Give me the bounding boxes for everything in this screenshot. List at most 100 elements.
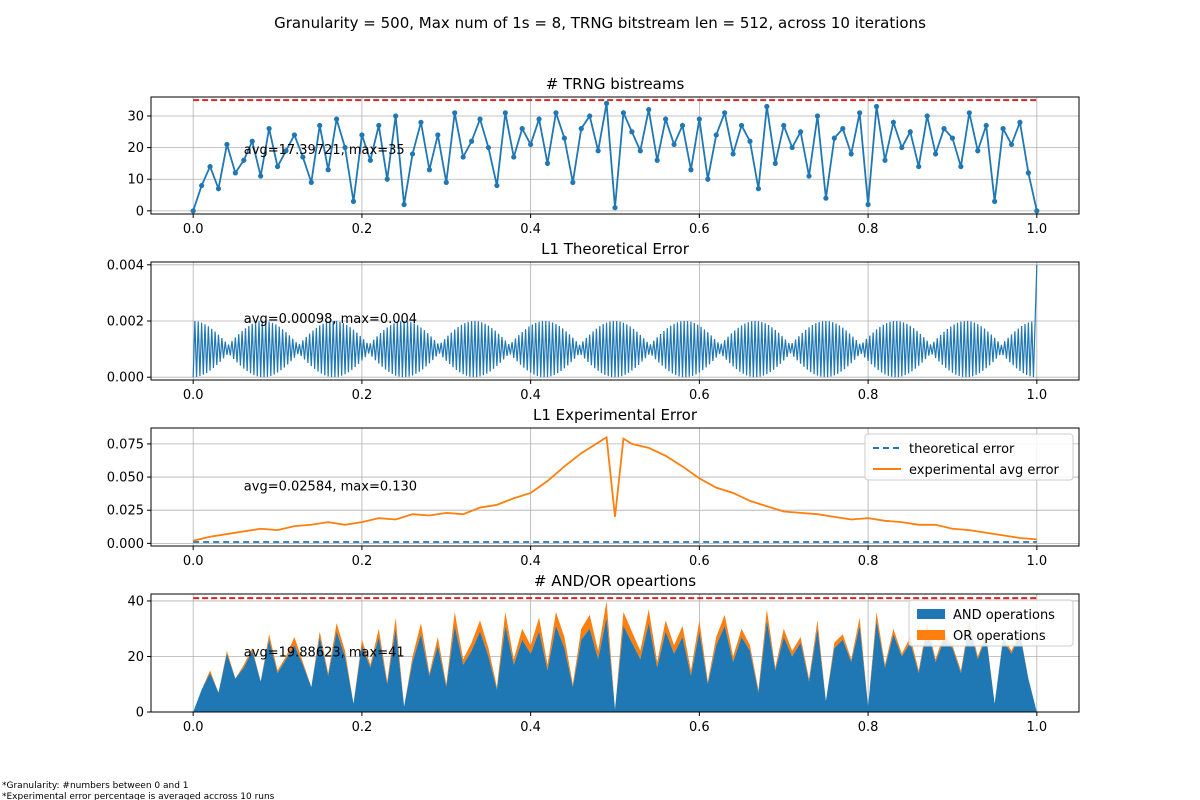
data-point	[477, 116, 483, 122]
data-point	[646, 107, 652, 113]
x-tick-label: 0.0	[183, 554, 204, 569]
data-point	[1025, 170, 1031, 176]
legend-entry: theoretical error	[909, 442, 1015, 457]
x-tick-label: 0.2	[352, 554, 373, 569]
data-point	[283, 148, 289, 154]
y-tick-label: 40	[127, 594, 144, 609]
subplot-panels: # TRNG bistreams 0.0 0.2 0.4 0.6 0.8 1.0 0 10 20 3…	[107, 75, 1080, 735]
subplot-1: # TRNG bistreams 0.0 0.2 0.4 0.6 0.8 1.0 0 10 20 3…	[127, 75, 1080, 237]
x-tick-label: 0.6	[689, 554, 710, 569]
data-point	[620, 110, 627, 116]
data-point	[274, 163, 281, 170]
data-point	[308, 179, 314, 185]
series-theoretical-error	[192, 264, 1038, 378]
data-point	[865, 201, 871, 208]
data-point	[966, 110, 972, 116]
axes-frame	[150, 593, 1080, 713]
data-point	[907, 129, 913, 135]
data-point	[781, 122, 787, 129]
plot-area	[192, 435, 1037, 543]
data-point	[823, 195, 829, 201]
x-tick-label: 0.0	[183, 222, 204, 237]
y-tick-label: 0.075	[107, 437, 144, 452]
data-point	[679, 122, 686, 129]
data-point	[494, 182, 500, 189]
data-point	[300, 154, 306, 160]
data-point	[367, 157, 373, 163]
data-point	[890, 119, 897, 125]
x-tick-label: 0.2	[352, 720, 373, 735]
y-tick-label: 0.050	[107, 471, 144, 486]
data-point	[857, 110, 863, 116]
data-point	[789, 144, 795, 151]
axes-frame	[150, 427, 1080, 547]
data-point	[334, 116, 340, 122]
subplot-title: L1 Experimental Error	[533, 406, 698, 424]
y-tick-label: 20	[127, 141, 144, 156]
legend-entry: OR operations	[953, 629, 1046, 644]
data-point	[873, 103, 880, 110]
stats-annotation: avg=17.39721, max=35	[244, 143, 405, 158]
data-point	[401, 201, 407, 208]
x-tick-label: 0.8	[858, 720, 879, 735]
legend-box	[864, 433, 1074, 481]
data-point	[722, 110, 728, 116]
plot-area	[190, 100, 1040, 214]
y-tick-label: 20	[127, 650, 144, 665]
subplot-2: L1 Theoretical Error 0.0 0.2 0.4 0.6 0.8 1.0 0.…	[107, 240, 1080, 403]
data-point	[713, 132, 719, 138]
data-point	[342, 144, 348, 151]
data-point	[738, 122, 745, 129]
data-point	[544, 160, 551, 167]
data-point	[359, 132, 365, 138]
series-line-2	[192, 435, 1037, 542]
subplot-title: L1 Theoretical Error	[541, 240, 690, 258]
data-point	[511, 154, 517, 160]
data-point	[764, 103, 770, 110]
y-tick-label: 0.000	[107, 371, 144, 386]
data-point	[916, 163, 922, 170]
x-tick-label: 0.8	[858, 222, 879, 237]
x-tick-label: 1.0	[1026, 388, 1047, 403]
data-point	[215, 186, 222, 192]
data-point	[578, 126, 584, 132]
subplot-4: # AND/OR opeartions 0.0 0.2 0.4 0.6 0.8 1.0 0 20…	[127, 572, 1080, 735]
data-point	[975, 148, 981, 154]
data-point	[595, 148, 601, 154]
y-tick-label: 0	[136, 706, 144, 721]
data-point	[409, 151, 416, 157]
footnote-averaging: *Experimental error percentage is averag…	[2, 792, 275, 800]
x-tick-label: 0.4	[520, 554, 541, 569]
data-point	[258, 173, 264, 179]
data-point	[612, 205, 618, 211]
data-point	[992, 198, 998, 204]
x-tick-label: 0.8	[858, 388, 879, 403]
x-tick-label: 0.6	[689, 222, 710, 237]
data-point	[814, 113, 821, 119]
stats-annotation: avg=0.00098, max=0.004	[244, 312, 417, 327]
data-point	[840, 126, 846, 132]
data-point	[443, 179, 449, 185]
data-point	[317, 122, 323, 129]
x-tick-label: 0.0	[183, 388, 204, 403]
data-point	[553, 110, 559, 116]
x-tick-label: 0.2	[352, 222, 373, 237]
data-point	[848, 151, 854, 157]
x-tick-label: 0.4	[520, 222, 541, 237]
data-point	[325, 167, 331, 173]
x-tick-label: 0.0	[183, 720, 204, 735]
data-point	[603, 100, 610, 106]
data-point	[519, 126, 525, 132]
data-point	[426, 167, 432, 173]
x-tick-label: 1.0	[1026, 554, 1047, 569]
data-point	[949, 135, 956, 141]
legend-box	[908, 599, 1074, 647]
legend: AND operations OR operations	[908, 599, 1074, 647]
data-point	[798, 129, 804, 135]
legend-entry: AND operations	[953, 608, 1055, 623]
data-point	[806, 173, 812, 179]
x-tick-label: 0.8	[858, 554, 879, 569]
data-point	[932, 151, 939, 157]
data-point	[755, 186, 762, 192]
x-tick-label: 0.6	[689, 388, 710, 403]
